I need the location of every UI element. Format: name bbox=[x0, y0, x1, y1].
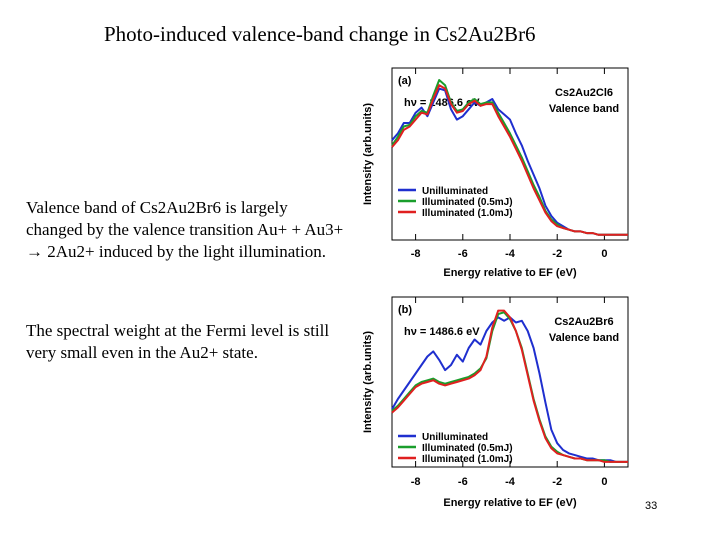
x-tick-label: 0 bbox=[601, 248, 607, 260]
photon-energy-label: hν = 1486.6 eV bbox=[404, 326, 480, 338]
y-axis-label: Intensity (arb.units) bbox=[362, 103, 374, 205]
sample-label: Cs2Au2Br6 bbox=[554, 316, 613, 328]
y-axis-label: Intensity (arb.units) bbox=[362, 331, 374, 433]
slide-title: Photo-induced valence-band change in Cs2… bbox=[104, 22, 536, 46]
sample-label: Cs2Au2Cl6 bbox=[555, 87, 613, 99]
legend-entry: Illuminated (0.5mJ) bbox=[422, 197, 513, 208]
slide-number: 33 bbox=[645, 500, 658, 512]
band-label: Valence band bbox=[549, 103, 619, 115]
x-tick-label: -8 bbox=[411, 248, 421, 260]
legend-entry: Illuminated (1.0mJ) bbox=[422, 454, 513, 465]
x-tick-label: -2 bbox=[552, 476, 562, 488]
panel-label: (b) bbox=[398, 304, 412, 316]
legend-entry: Unilluminated bbox=[422, 432, 488, 443]
band-label: Valence band bbox=[549, 332, 619, 344]
photon-energy-label: hν = 1486.6 eV bbox=[404, 97, 480, 109]
x-tick-label: -2 bbox=[552, 248, 562, 260]
legend-entry: Unilluminated bbox=[422, 186, 488, 197]
x-tick-label: -8 bbox=[411, 476, 421, 488]
series-line bbox=[391, 309, 628, 463]
panel-label: (a) bbox=[398, 75, 412, 87]
fermi-level-text: The spectral weight at the Fermi level i… bbox=[26, 321, 330, 362]
series-line bbox=[391, 84, 628, 236]
x-axis-label: Energy relative to EF (eV) bbox=[443, 497, 577, 509]
valence-transition-text: Valence band of Cs2Au2Br6 is largely cha… bbox=[26, 198, 344, 261]
x-axis-label: Energy relative to EF (eV) bbox=[443, 267, 577, 279]
x-tick-label: -4 bbox=[505, 248, 516, 260]
x-tick-label: -4 bbox=[505, 476, 516, 488]
x-tick-label: -6 bbox=[458, 476, 468, 488]
x-tick-label: -6 bbox=[458, 248, 468, 260]
legend-entry: Illuminated (0.5mJ) bbox=[422, 443, 513, 454]
legend-entry: Illuminated (1.0mJ) bbox=[422, 208, 513, 219]
x-tick-label: 0 bbox=[601, 476, 607, 488]
